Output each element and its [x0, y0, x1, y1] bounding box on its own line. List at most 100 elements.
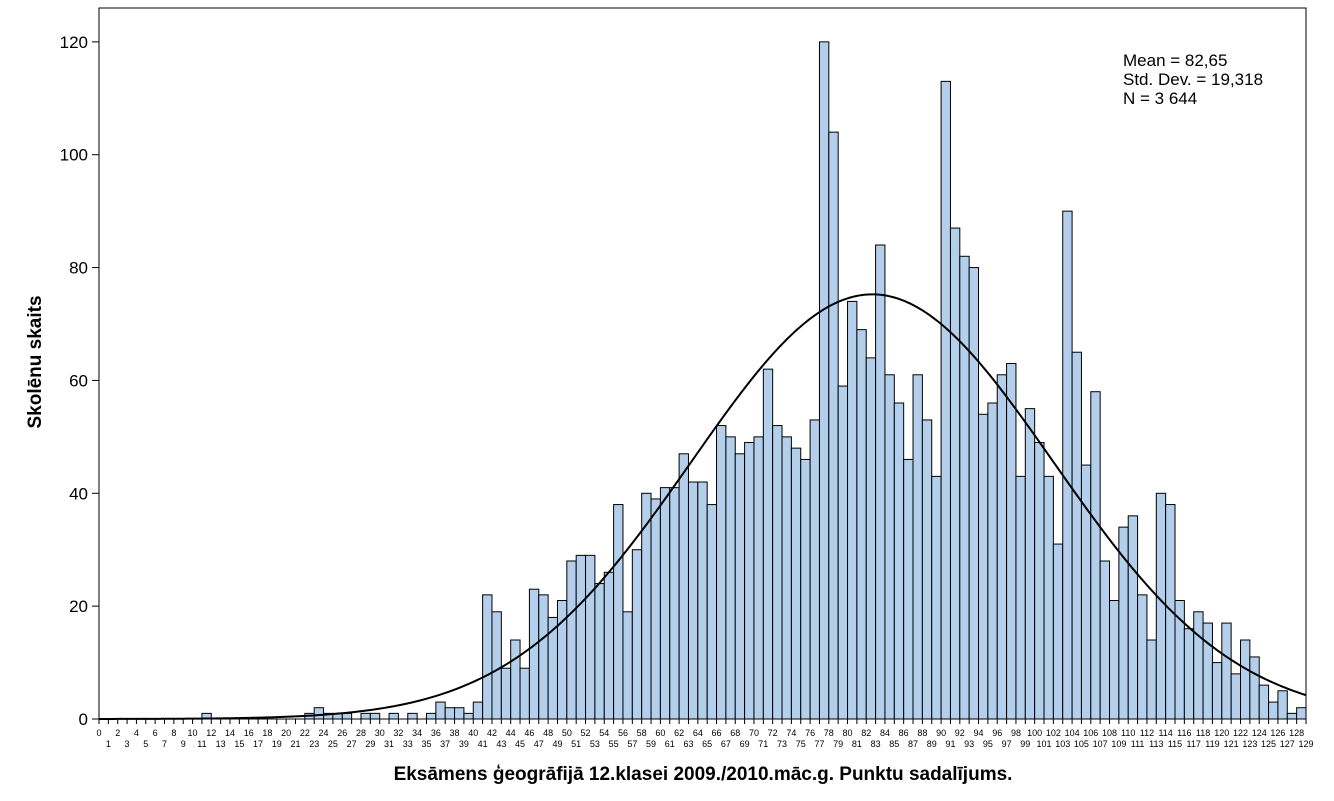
bar-71: [762, 368, 774, 720]
bar-123: [1249, 656, 1260, 720]
bar-118: [1202, 622, 1213, 720]
x-tick-label: 49: [552, 739, 562, 749]
x-tick-label: 72: [768, 728, 778, 738]
x-tick-label: 34: [412, 728, 422, 738]
x-tick-label: 7: [162, 739, 167, 749]
bar-113: [1155, 492, 1167, 720]
x-tick-label: 33: [403, 739, 413, 749]
x-tick-label: 94: [974, 728, 984, 738]
x-tick-label: 109: [1111, 739, 1126, 749]
x-tick-label: 107: [1093, 739, 1108, 749]
y-tick-label: 120: [60, 33, 88, 52]
x-tick-label: 115: [1168, 739, 1182, 749]
y-axis: 0 20 40 60 80 100 120: [60, 33, 99, 729]
x-tick-label: 21: [290, 739, 300, 749]
x-tick-label: 23: [309, 739, 319, 749]
x-tick-label: 104: [1065, 728, 1080, 738]
x-tick-label: 75: [796, 739, 806, 749]
x-tick-label: 76: [805, 728, 815, 738]
x-tick-label: 9: [181, 739, 186, 749]
bar-59: [650, 498, 661, 720]
y-axis-title: Skolēnu skaits: [25, 295, 46, 428]
x-tick-label: 52: [581, 728, 591, 738]
bar-99: [1024, 408, 1036, 720]
x-tick-label: 35: [421, 739, 431, 749]
bar-90: [940, 80, 951, 720]
bar-44: [510, 639, 521, 720]
bar-60: [659, 487, 671, 720]
x-tick-label: 89: [927, 739, 937, 749]
bar-64: [697, 481, 708, 720]
x-tick-label: 112: [1140, 728, 1154, 738]
x-tick-label: 47: [534, 739, 544, 749]
x-tick-label: 81: [852, 739, 862, 749]
x-tick-label: 78: [824, 728, 834, 738]
bar-84: [884, 374, 895, 720]
bar-85: [893, 402, 905, 720]
bar-58: [641, 492, 652, 720]
x-tick-label: 57: [627, 739, 637, 749]
x-tick-label: 56: [618, 728, 628, 738]
x-tick-label: 98: [1011, 728, 1021, 738]
bar-29: [369, 712, 381, 720]
bar-119: [1211, 662, 1223, 720]
bar-98: [1015, 475, 1026, 720]
x-tick-label: 58: [637, 728, 647, 738]
x-tick-label: 70: [749, 728, 759, 738]
x-tick-label: 106: [1083, 728, 1098, 738]
x-tick-label: 90: [936, 728, 946, 738]
bar-55: [613, 504, 624, 720]
x-tick-label: 126: [1270, 728, 1285, 738]
x-tick-label: 30: [375, 728, 385, 738]
bar-47: [538, 594, 549, 720]
bar-91: [949, 227, 961, 720]
x-tick-label: 110: [1121, 728, 1135, 738]
normal-curve: [99, 293, 1307, 720]
bar-40: [472, 701, 484, 720]
x-tick-label: 15: [234, 739, 244, 749]
x-tick-label: 61: [665, 739, 675, 749]
bar-102: [1052, 543, 1064, 720]
bar-73: [781, 436, 792, 720]
x-tick-label: 37: [440, 739, 450, 749]
x-tick-label: 102: [1046, 728, 1061, 738]
x-tick-label: 28: [356, 728, 366, 738]
bar-80: [847, 300, 858, 720]
x-tick-label: 0: [96, 728, 101, 738]
bar-70: [753, 436, 764, 720]
bar-43: [500, 667, 512, 720]
x-tick-label: 20: [281, 728, 291, 738]
x-axis-title: Eksāmens ģeogrāfijā 12.klasei 2009./2010…: [394, 764, 1013, 785]
x-tick-label: 74: [786, 728, 796, 738]
x-tick-label: 95: [983, 739, 993, 749]
bar-81: [856, 329, 867, 720]
x-tick-label: 122: [1233, 728, 1248, 738]
stat-mean: Mean = 82,65: [1123, 51, 1227, 70]
x-tick-label: 60: [655, 728, 665, 738]
stat-n: N = 3 644: [1123, 89, 1197, 108]
bar-88: [921, 419, 933, 720]
bar-107: [1099, 560, 1111, 720]
x-tick-label: 13: [216, 739, 226, 749]
bar-68: [734, 453, 746, 720]
x-tick-label: 53: [590, 739, 600, 749]
x-axis: 0123456789101112131415161718192021222324…: [96, 719, 1314, 749]
bar-52: [585, 554, 596, 720]
x-tick-label: 73: [777, 739, 787, 749]
bar-83: [875, 244, 886, 720]
bar-57: [631, 549, 643, 720]
bar-103: [1062, 210, 1073, 720]
bar-54: [603, 571, 615, 720]
x-tick-label: 48: [543, 728, 553, 738]
x-tick-label: 80: [843, 728, 853, 738]
x-tick-label: 2: [115, 728, 120, 738]
bar-45: [519, 667, 530, 720]
x-tick-label: 68: [730, 728, 740, 738]
x-tick-label: 22: [300, 728, 310, 738]
bar-127: [1286, 712, 1298, 720]
x-tick-label: 120: [1214, 728, 1229, 738]
x-tick-label: 88: [917, 728, 927, 738]
x-tick-label: 27: [347, 739, 357, 749]
bar-66: [716, 425, 727, 720]
